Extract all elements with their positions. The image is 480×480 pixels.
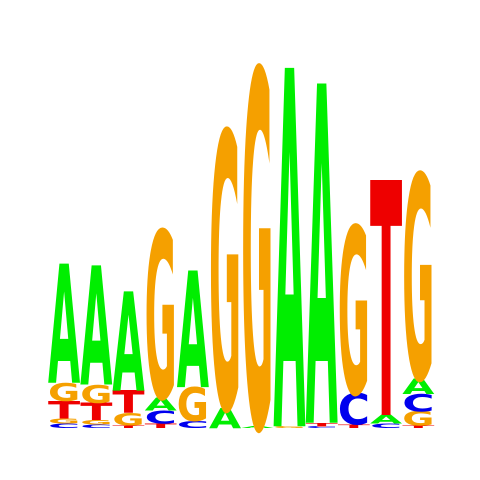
- letter-C-position-12: C: [402, 390, 434, 418]
- letter-A-position-12: A: [402, 374, 435, 399]
- letter-C-position-9: C: [306, 426, 338, 429]
- letter-A-position-8: A: [273, 0, 305, 480]
- letter-G-position-6: G: [209, 56, 241, 480]
- letter-T-position-1: T: [48, 396, 81, 424]
- letter-C-position-2: C: [80, 424, 112, 430]
- letter-A-position-3: A: [112, 265, 144, 423]
- letter-C-position-11: C: [370, 423, 402, 430]
- position-10-stack: TCG: [338, 180, 370, 448]
- letter-T-position-10: T: [338, 424, 370, 430]
- position-8-stack: GA: [273, 0, 305, 480]
- letter-G-position-10: G: [338, 180, 370, 448]
- letter-A-position-1: A: [48, 232, 80, 423]
- letter-T-position-3: T: [112, 425, 144, 429]
- letter-T-position-9: T: [306, 422, 338, 428]
- letter-G-position-4: G: [145, 184, 177, 452]
- letter-C-position-4: C: [145, 407, 177, 428]
- letter-T-position-3: T: [112, 385, 145, 421]
- letter-A-position-11: A: [370, 413, 403, 427]
- letter-A-position-7: A: [241, 426, 273, 429]
- position-11-stack: CAT: [370, 117, 403, 480]
- letter-G-position-3: G: [112, 410, 144, 429]
- letter-A-position-2: A: [80, 234, 112, 425]
- letter-G-position-12: G: [402, 408, 434, 430]
- letter-G-position-5: G: [177, 379, 209, 433]
- position-5-stack: CGA: [177, 239, 209, 433]
- letter-A-position-4: A: [145, 394, 177, 415]
- letter-G-position-8: G: [273, 426, 305, 429]
- letter-G-position-2: G: [80, 419, 112, 426]
- letter-T-position-2: T: [80, 398, 113, 426]
- letter-G-position-1: G: [48, 377, 80, 407]
- position-7-stack: AG: [241, 0, 273, 480]
- letter-T-position-11: T: [370, 117, 402, 480]
- letter-A-position-6: A: [209, 403, 242, 435]
- letter-C-position-5: C: [177, 420, 209, 431]
- letter-G-position-7: G: [241, 0, 273, 480]
- position-9-stack: CTA: [306, 0, 338, 480]
- letter-A-position-9: A: [306, 0, 338, 480]
- letter-G-position-2: G: [80, 379, 112, 409]
- letter-T-position-12: T: [402, 425, 434, 429]
- letter-T-position-4: T: [145, 423, 177, 430]
- letter-G-position-12: G: [402, 119, 434, 445]
- letter-A-position-5: A: [177, 239, 209, 425]
- position-6-stack: AG: [209, 56, 242, 480]
- letter-C-position-10: C: [338, 386, 370, 435]
- letter-G-position-1: G: [48, 417, 80, 425]
- letter-C-position-1: C: [48, 423, 80, 430]
